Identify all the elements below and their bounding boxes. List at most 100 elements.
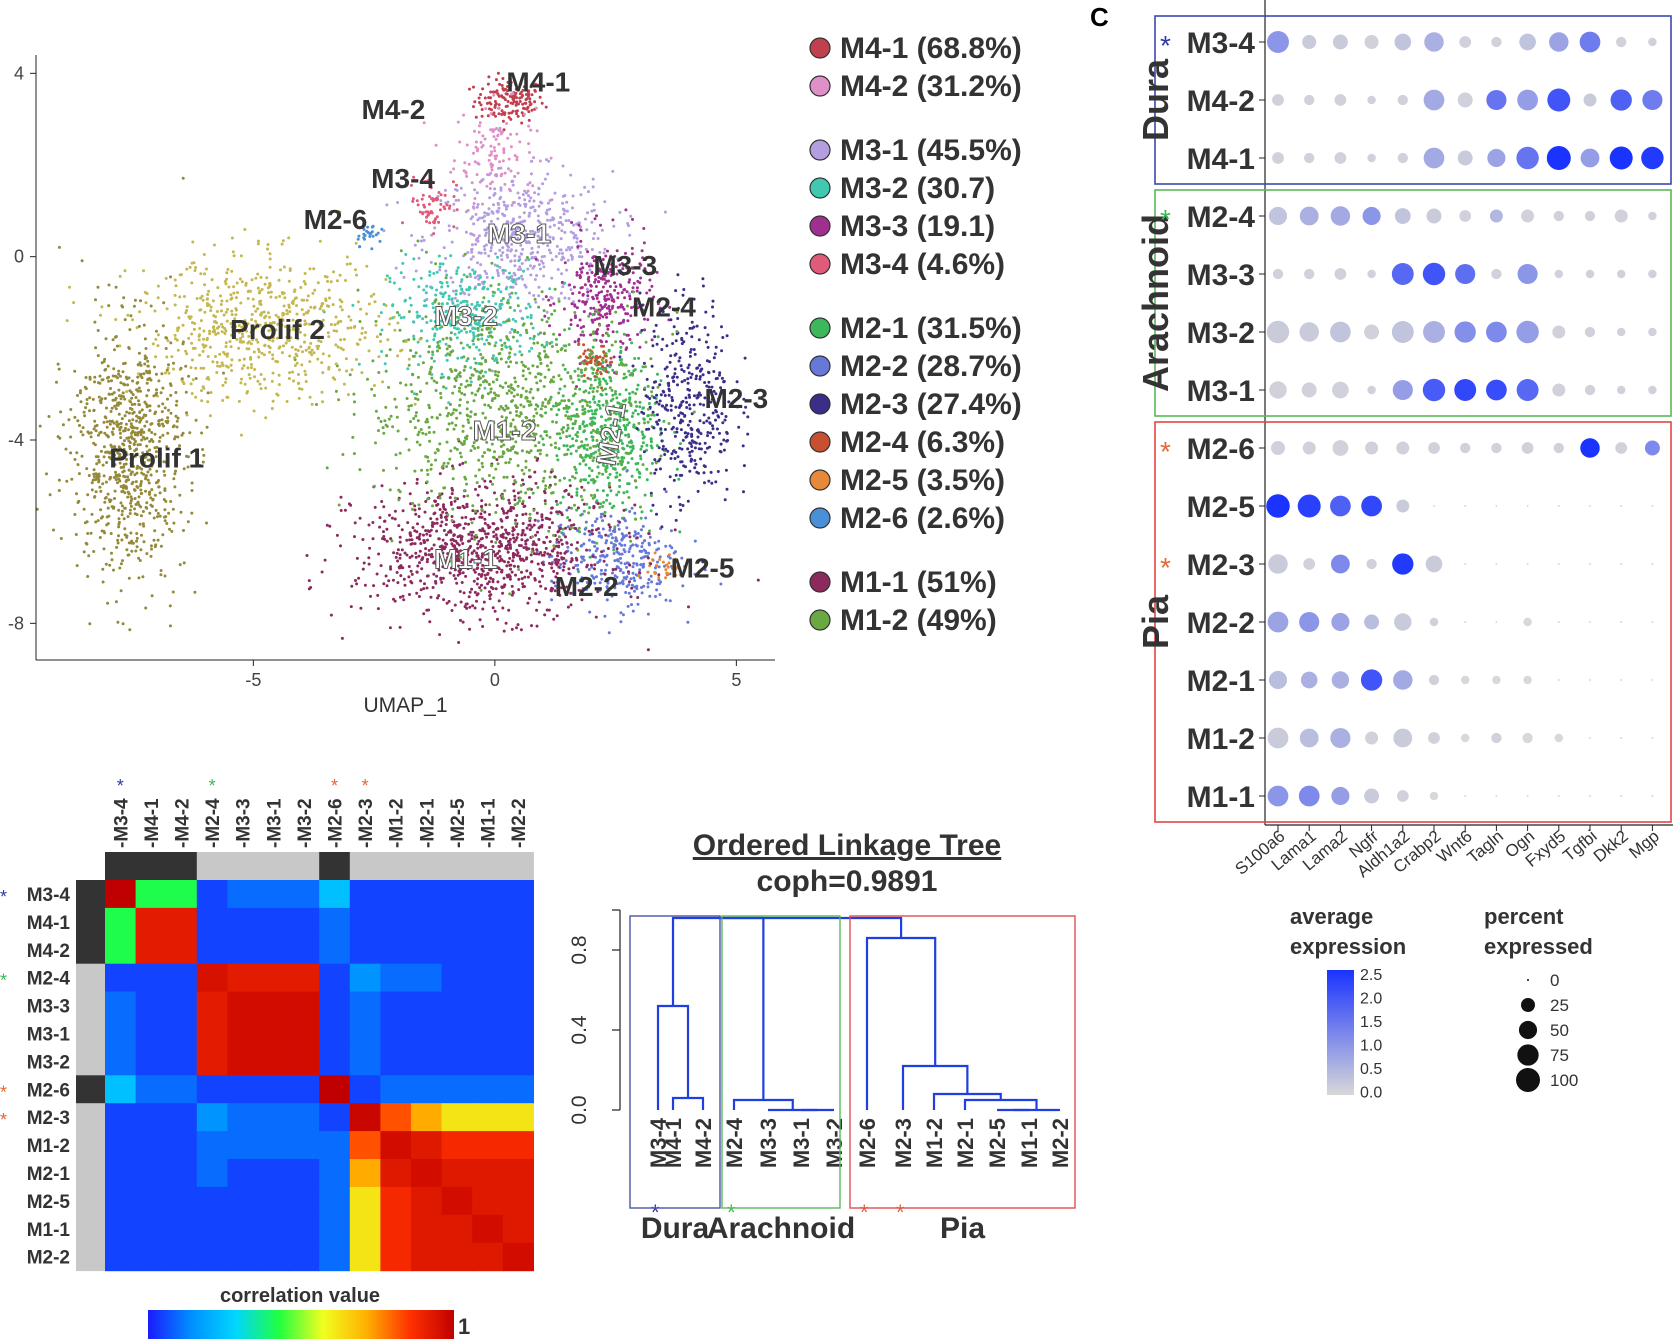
umap-point	[401, 221, 404, 225]
umap-point	[343, 508, 347, 512]
umap-point	[480, 461, 484, 465]
umap-point	[573, 422, 577, 426]
umap-point	[627, 292, 631, 296]
umap-point	[628, 563, 632, 567]
umap-point	[402, 598, 406, 602]
umap-point	[540, 201, 544, 205]
umap-point	[672, 325, 676, 329]
umap-point	[497, 274, 500, 278]
umap-point	[447, 224, 451, 228]
umap-point	[591, 412, 595, 416]
umap-point	[489, 585, 493, 589]
umap-point	[549, 395, 553, 399]
umap-point	[571, 437, 575, 441]
umap-point	[448, 229, 451, 232]
umap-point	[746, 415, 750, 419]
umap-point	[612, 404, 616, 408]
umap-point	[497, 128, 501, 132]
umap-point	[553, 475, 557, 479]
umap-point	[742, 397, 746, 401]
umap-point	[432, 272, 436, 275]
umap-point	[455, 226, 459, 230]
umap-point	[485, 184, 489, 188]
umap-point	[616, 523, 620, 527]
umap-point	[647, 551, 651, 555]
umap-point	[501, 535, 505, 539]
umap-point	[669, 457, 673, 460]
umap-point	[256, 239, 260, 243]
umap-point	[533, 518, 537, 522]
umap-point	[618, 363, 621, 367]
umap-point	[422, 238, 426, 242]
umap-point	[439, 292, 443, 296]
umap-point	[487, 331, 491, 335]
umap-point	[555, 510, 559, 514]
umap-point	[333, 323, 337, 327]
umap-point	[412, 175, 416, 179]
umap-point	[633, 511, 637, 515]
umap-point	[492, 146, 496, 149]
umap-point	[499, 188, 503, 192]
umap-point	[544, 484, 548, 488]
umap-point	[609, 376, 612, 380]
umap-point	[408, 296, 412, 300]
umap-point	[542, 309, 546, 313]
umap-point	[609, 423, 613, 427]
umap-point	[622, 491, 626, 495]
umap-point	[514, 291, 518, 295]
umap-point	[469, 323, 473, 327]
umap-point	[575, 487, 579, 491]
umap-point	[521, 102, 525, 106]
umap-point	[604, 418, 608, 422]
umap-point	[548, 435, 552, 439]
umap-point	[594, 450, 598, 454]
umap-point	[376, 593, 380, 597]
umap-point	[587, 190, 590, 194]
umap-point	[558, 527, 562, 531]
umap-point	[513, 259, 517, 263]
umap-point	[575, 508, 579, 512]
umap-point	[676, 383, 679, 387]
umap-point	[419, 542, 423, 545]
umap-point	[436, 349, 439, 353]
umap-point	[577, 342, 581, 346]
umap-point	[617, 259, 621, 262]
umap-point	[557, 252, 561, 255]
umap-point	[558, 333, 562, 337]
umap-point	[480, 216, 484, 220]
umap-point	[603, 555, 607, 559]
umap-point	[413, 529, 417, 533]
umap-point	[449, 276, 453, 280]
umap-point	[425, 284, 429, 288]
umap-point	[424, 547, 428, 551]
umap-point	[642, 241, 646, 245]
umap-point	[557, 391, 561, 395]
umap-point	[385, 203, 389, 207]
umap-point	[625, 490, 629, 494]
umap-point	[606, 407, 610, 411]
umap-point	[444, 256, 447, 260]
umap-point	[557, 299, 561, 303]
umap-point	[621, 571, 625, 575]
umap-point	[549, 511, 553, 515]
umap-point	[535, 548, 539, 552]
umap-point	[559, 538, 563, 542]
umap-point	[496, 580, 500, 584]
umap-point	[490, 168, 494, 172]
umap-point	[718, 371, 722, 375]
umap-point	[655, 270, 659, 274]
umap-point	[528, 181, 532, 185]
umap-point	[582, 390, 586, 394]
umap-point	[698, 442, 702, 446]
umap-point	[551, 380, 555, 384]
umap-point	[614, 340, 618, 344]
umap-point	[530, 550, 534, 554]
umap-point	[517, 568, 521, 571]
umap-point	[565, 209, 569, 213]
umap-point	[661, 337, 665, 341]
umap-point	[542, 227, 546, 231]
umap-point	[651, 503, 655, 507]
umap-point	[412, 277, 416, 281]
umap-point	[615, 429, 619, 433]
umap-point	[427, 345, 431, 349]
